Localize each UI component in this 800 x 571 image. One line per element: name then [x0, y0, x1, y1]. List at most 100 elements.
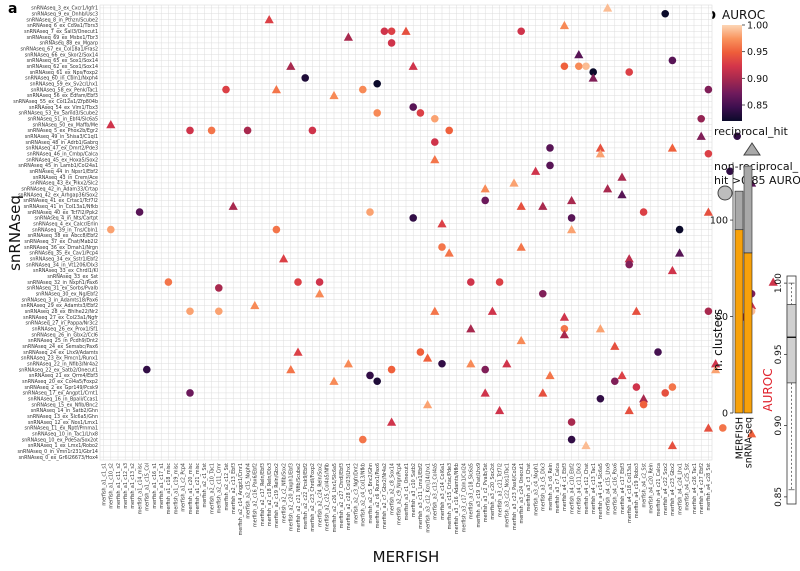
reciprocal-hit-point [401, 26, 411, 35]
shape-legend: reciprocal_hit non-reciprocal_ hit >0.85… [714, 125, 800, 201]
y-tick-label: snRNAseq_13_ex_Slc6a5/Ghn [27, 414, 98, 420]
y-tick-label: snRNAseq_58_ex_Penk/Tac1 [31, 87, 98, 93]
non-reciprocal-hit-point [135, 208, 144, 216]
y-tick-label: snRNAseq_41_ex_Crtac1/Tcf7l2 [23, 198, 98, 204]
y-tick-label: snRNAseq_27_ex_Col23a1/Ngfr [23, 315, 98, 321]
bar-x-label: snRNA-seq [744, 417, 755, 468]
non-reciprocal-hit-point [387, 365, 396, 374]
x-tick-label: merfish_a1_c10_s2 [109, 463, 115, 509]
reciprocal-hit-point [286, 61, 296, 70]
x-tick-label: merfish_a3_c18_Slc6a5 [469, 463, 475, 519]
panel-a-label: a [8, 1, 17, 17]
x-tick-label: merfish_a4_c15_Lhx9 [605, 463, 611, 515]
non-reciprocal-hit-point [373, 377, 382, 386]
y-tick-label: snRNAseq_21_ex_Qrm4/Ebf3 [29, 373, 98, 379]
legend-triangle-marker [743, 142, 761, 156]
y-tick-label: snRNAseq_45_in_Lamb1/Col24a1 [18, 163, 98, 169]
y-tick-label: snRNAseq_12_ex_Nos1/Lmx1 [28, 420, 98, 426]
reciprocal-hit-point [703, 207, 713, 216]
x-tick-label: merfish_a4_c2_Sst [641, 463, 647, 508]
y-tick-label: snRNAseq_20_ex_Col4a5/Foxp2 [22, 379, 98, 385]
non-reciprocal-hit-point [215, 284, 223, 292]
x-tick-label: merfish_a3_c5_Dlx3 [541, 463, 547, 511]
x-tick-label: merfish_a2_c1_Sst [202, 463, 208, 508]
reciprocal-hit-point [531, 166, 541, 175]
stacked-bar-segment [734, 190, 744, 231]
x-tick-label: merfish_a3_c17_Cbln1/Col24 [461, 463, 467, 532]
reciprocal-hit-point [423, 353, 433, 362]
reciprocal-hit-point [387, 417, 397, 426]
non-reciprocal-hit-point [207, 126, 216, 135]
x-tick-label: merfish_a3_c22_Nos1/Tac1 [505, 463, 511, 528]
reciprocal-hit-point [487, 306, 497, 315]
scatter-points [106, 3, 778, 450]
reciprocal-hit-point [639, 394, 649, 403]
reciprocal-hit-point [480, 184, 490, 193]
bar-x-label: MERFISH [735, 417, 746, 459]
y-tick-label: snRNAseq_7_ex_Sall3/Onecut1 [24, 29, 98, 35]
y-tick-label: snRNAseq_36_ex_Dmah1/Nrgn [24, 245, 98, 251]
non-reciprocal-hit-point [704, 307, 713, 316]
non-reciprocal-hit-point [301, 74, 310, 82]
x-tick-label: merfish_a2_c16_Pax6/Ebf2 [253, 463, 259, 527]
x-tick-label: merfish_a4_c14_Slc6a5 [598, 463, 604, 519]
non-reciprocal-hit-point [438, 243, 446, 251]
non-reciprocal-hit-point [431, 138, 439, 146]
y-tick-label: snRNAseq_42_in_Adam33/Crtap [21, 187, 98, 193]
boxplot-tick-label: 0.95 [774, 344, 784, 364]
y-tick-label: snRNAseq_22_ex_Satb2/Onecut1 [19, 367, 98, 373]
x-tick-label: merfish_a2_c4_Col13/Nfkb [361, 463, 367, 526]
legend-nonreciprocal-label: non-reciprocal_ [714, 160, 799, 173]
y-tick-label: snRNAseq_65_ex_Sox1/Sox14 [27, 58, 98, 64]
y-tick-label: snRNAseq_15_ex_Nfib/Bnc2 [31, 402, 98, 408]
y-tick-label: snRNAseq_5_ex_Phox2b/Egr2 [27, 128, 98, 134]
y-tick-label: snRNAseq_47_ex_Dmrt2/Pde3 [26, 146, 98, 152]
non-reciprocal-hit-point [625, 260, 633, 269]
reciprocal-hit-point [466, 359, 476, 368]
reciprocal-hit-point [703, 423, 713, 432]
non-reciprocal-hit-point [567, 435, 576, 444]
x-tick-label: merfish_a3_c19_Chat/Lhx9 [476, 463, 482, 528]
x-tick-label: merfish_a3_c3_Chat [526, 463, 532, 511]
colorbar-tick-label: 1.00 [747, 21, 768, 32]
reciprocal-hit-point [437, 219, 447, 228]
reciprocal-hit-point [480, 388, 490, 397]
reciprocal-hit-point [293, 347, 303, 356]
x-tick-label: merfish_a4_c18_Col13a1 [627, 463, 633, 523]
bar-y-tick-label: 0 [722, 409, 728, 420]
x-tick-label: merfish_a3_c15_Crtac/Pde3 [447, 463, 453, 529]
non-reciprocal-hit-point [387, 27, 396, 36]
boxplot-body [786, 282, 797, 491]
y-tick-label: snRNAseq_46_in_Cmbp/Calca [27, 152, 98, 158]
y-tick-label: snRNAseq_60_in_Cbln1/Nxph4 [25, 76, 98, 82]
x-tick-label: merfish_a4_c27_Ebf2 [699, 463, 705, 514]
non-reciprocal-hit-point [409, 103, 418, 111]
reciprocal-hit-point [747, 429, 757, 438]
non-reciprocal-hit-point [560, 324, 569, 333]
reciprocal-hit-point [567, 224, 577, 234]
y-tick-label: snRNAseq_11_ex_Nptf/Prnma1 [25, 426, 98, 432]
reciprocal-hit-point [315, 289, 325, 298]
reciprocal-hit-point [329, 376, 339, 385]
x-tick-label: merfish_a4_c12_Chat [584, 463, 590, 514]
x-tick-label: merfish_a3_c23_Pax6/Col24 [512, 463, 518, 530]
non-reciprocal-hit-point [387, 39, 396, 47]
x-tick-label: merfish_a3_c10_Satb2 [411, 463, 417, 517]
non-reciprocal-hit-point [308, 126, 317, 135]
non-reciprocal-hit-point [654, 348, 662, 356]
y-tick-label: snRNAseq_28_ex_Bhlhe22/Nr2 [25, 309, 98, 315]
reciprocal-hit-point [610, 341, 620, 350]
non-reciprocal-hit-point [567, 214, 576, 222]
boxplot-y-axis-title: AUROC [761, 368, 775, 411]
y-tick-label: snRNAseq_34_in_Vt1206/Dlx3 [26, 262, 98, 268]
x-tick-label: merfish_a1_c2_Pcp4 [181, 463, 187, 512]
reciprocal-hit-point [559, 312, 569, 321]
x-tick-label: merfish_a3_c7_Calca [555, 463, 561, 513]
y-tick-label: snRNAseq_51_in_Ebf4/Slc6a5 [28, 117, 98, 123]
non-reciprocal-hit-point [481, 196, 490, 205]
boxplot-frame [786, 275, 797, 505]
non-reciprocal-hit-point [704, 149, 713, 158]
non-reciprocal-hit-point [575, 62, 583, 71]
